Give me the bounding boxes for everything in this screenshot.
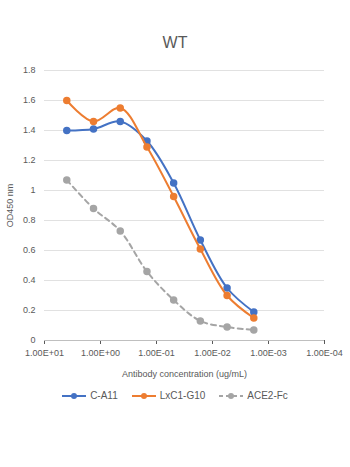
svg-text:1.00E-04: 1.00E-04 (306, 348, 343, 358)
svg-text:OD450 nm: OD450 nm (5, 184, 15, 228)
html-text:C-A11: C-A11 (90, 390, 118, 401)
svg-text:0.6: 0.6 (23, 245, 36, 255)
svg-text:1.4: 1.4 (23, 125, 36, 135)
svg-text:0.2: 0.2 (23, 305, 36, 315)
svg-text:0.4: 0.4 (23, 275, 36, 285)
svg-text:0.8: 0.8 (23, 215, 36, 225)
svg-text:1.8: 1.8 (23, 65, 36, 75)
svg-text:1.2: 1.2 (23, 155, 36, 165)
svg-text:0: 0 (30, 335, 35, 345)
svg-text:1.00E-01: 1.00E-01 (138, 348, 175, 358)
svg-text:1: 1 (30, 185, 35, 195)
html-text:ACE2-Fc: ACE2-Fc (247, 390, 288, 401)
svg-text:1.00E-03: 1.00E-03 (250, 348, 287, 358)
svg-text:1.00E+01: 1.00E+01 (25, 348, 64, 358)
svg-text:1.6: 1.6 (23, 95, 36, 105)
svg-text:1.00E+00: 1.00E+00 (81, 348, 120, 358)
svg-text:Antibody concentration (ug/mL): Antibody concentration (ug/mL) (122, 369, 247, 379)
html-text:WT: WT (162, 34, 188, 51)
html-text:LxC1-G10: LxC1-G10 (159, 390, 206, 401)
svg-text:1.00E-02: 1.00E-02 (194, 348, 231, 358)
